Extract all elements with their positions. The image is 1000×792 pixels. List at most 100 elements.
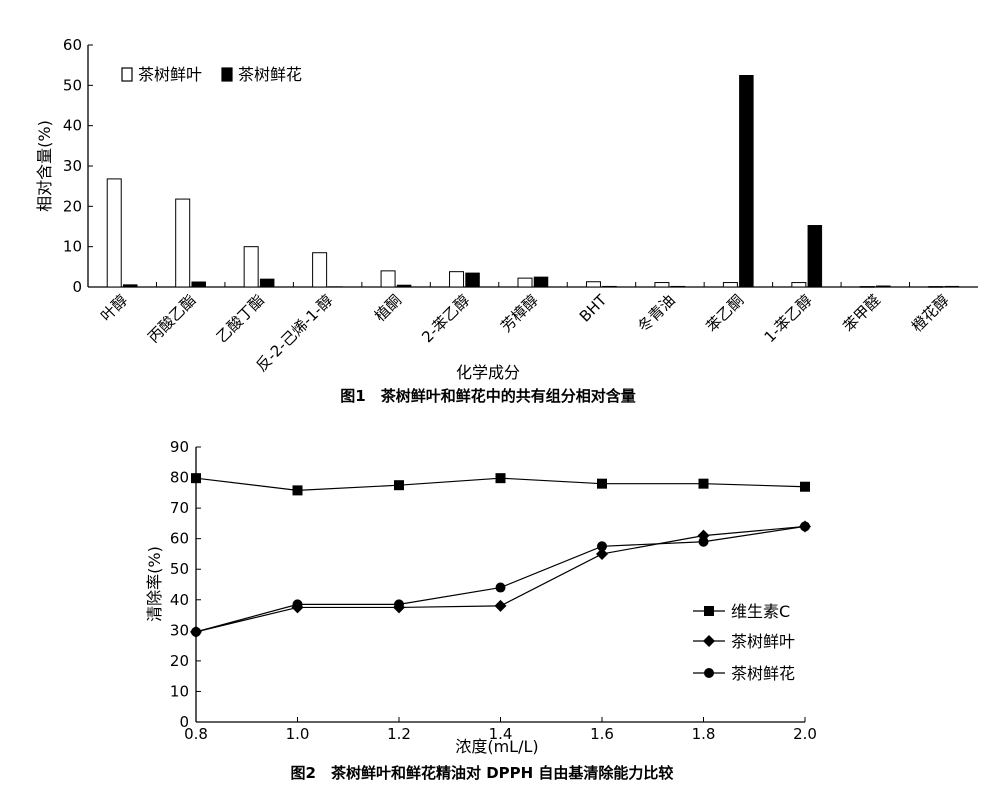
x-tick-label: 苯甲醛 — [840, 291, 885, 336]
x-tick-label: 植酮 — [371, 291, 405, 325]
series-line-diamond — [195, 525, 806, 633]
y-tick-label: 40 — [63, 117, 82, 135]
bar-flower — [533, 276, 549, 288]
data-point-circle — [292, 599, 303, 610]
bar-leaf — [175, 198, 191, 288]
x-tick-label: 0.8 — [184, 725, 208, 743]
y-tick-label: 30 — [63, 157, 82, 175]
bar-leaf — [449, 271, 465, 288]
bar-flower — [259, 278, 275, 288]
line-chart-lines — [190, 473, 811, 638]
bar-leaf — [928, 286, 944, 288]
data-point-square — [800, 481, 810, 492]
x-tick-label: 芳樟醇 — [497, 291, 542, 336]
data-point-square — [495, 473, 506, 484]
data-point-square — [292, 485, 303, 496]
bar-leaf — [380, 270, 396, 288]
bar-leaf — [517, 277, 533, 288]
bar-chart-y-axis-label: 相对含量(%) — [35, 120, 54, 212]
legend-swatch — [221, 67, 233, 82]
bar-chart-caption: 图1 茶树鲜叶和鲜花中的共有组分相对含量 — [340, 387, 635, 405]
x-tick-label: 丙酸乙酯 — [144, 291, 199, 346]
legend-label: 茶树鲜花 — [238, 65, 302, 84]
data-point-circle — [800, 521, 810, 532]
y-tick-label: 60 — [170, 530, 189, 548]
x-tick-label: 1.2 — [387, 725, 411, 743]
y-tick-label: 60 — [63, 36, 82, 54]
bar-flower — [328, 286, 343, 288]
bar-flower — [944, 285, 960, 288]
y-tick-label: 20 — [63, 197, 82, 215]
y-tick-label: 20 — [170, 652, 189, 670]
legend-label: 茶树鲜花 — [731, 664, 795, 683]
y-tick-label: 0 — [179, 713, 189, 731]
legend-marker-circle — [704, 668, 714, 678]
legend-label: 茶树鲜叶 — [138, 65, 202, 84]
bar-leaf — [791, 282, 807, 288]
bar-leaf — [106, 178, 122, 288]
bar-leaf — [585, 281, 601, 288]
x-tick-label: 2.0 — [793, 725, 817, 743]
bar-flower — [876, 285, 891, 288]
bar-flower — [465, 272, 480, 288]
bar-chart-x-axis-label: 化学成分 — [456, 363, 520, 382]
x-tick-label: 苯乙酮 — [703, 291, 748, 336]
data-point-square — [191, 473, 201, 484]
bar-chart-legend: 茶树鲜叶 茶树鲜花 — [121, 65, 302, 84]
x-tick-label: 1.8 — [692, 725, 716, 743]
bar-chart-bars — [106, 75, 960, 288]
y-tick-label: 0 — [72, 278, 82, 296]
bar-flower — [396, 284, 412, 288]
x-tick-label: 1.6 — [590, 725, 614, 743]
data-point-circle — [394, 599, 404, 610]
bar-leaf — [243, 246, 259, 288]
bar-leaf — [312, 252, 328, 288]
data-point-diamond — [596, 547, 608, 560]
bar-flower — [670, 285, 686, 288]
x-tick-label: 乙酸丁酯 — [213, 291, 268, 346]
line-chart-y-axis-label: 清除率(%) — [145, 546, 164, 622]
y-tick-label: 50 — [63, 76, 82, 94]
x-tick-label: 1.0 — [286, 725, 310, 743]
y-tick-label: 80 — [170, 469, 189, 487]
bar-flower — [122, 284, 138, 288]
y-tick-label: 30 — [170, 621, 189, 639]
y-tick-label: 50 — [170, 560, 189, 578]
bar-leaf — [722, 282, 738, 288]
bar-leaf — [654, 282, 670, 288]
bar-flower — [807, 225, 823, 288]
legend-marker-square — [704, 606, 714, 616]
data-point-diamond — [494, 599, 507, 612]
bar-flower — [191, 281, 206, 288]
x-tick-label: 橙花醇 — [908, 291, 953, 336]
legend-label: 茶树鲜叶 — [731, 632, 795, 651]
data-point-square — [394, 480, 404, 491]
x-tick-label: 1.4 — [489, 725, 513, 743]
x-tick-label: 叶醇 — [97, 291, 131, 325]
y-tick-label: 70 — [170, 499, 189, 517]
x-tick-label: 2-苯乙醇 — [418, 291, 473, 346]
x-tick-label: 冬青油 — [634, 291, 679, 336]
series-line-circle — [195, 525, 806, 633]
line-chart-caption: 图2 茶树鲜叶和鲜花精油对 DPPH 自由基清除能力比较 — [291, 764, 674, 782]
line-chart-x-axis-label: 浓度(mL/L) — [455, 737, 538, 756]
data-point-circle — [191, 626, 201, 637]
x-tick-label: BHT — [576, 291, 611, 326]
y-tick-label: 10 — [63, 238, 82, 256]
y-tick-label: 10 — [170, 682, 189, 700]
data-point-circle — [495, 582, 506, 593]
bar-flower — [739, 75, 754, 288]
y-tick-label: 40 — [170, 591, 189, 609]
y-tick-label: 90 — [170, 438, 189, 456]
legend-marker-diamond — [703, 635, 715, 647]
line-chart-ticks: 0 10 20 30 40 50 60 70 80 90 0.8 1.0 1.2 1.4 1.6 1.8 2.0 — [170, 438, 817, 743]
bar-flower — [602, 285, 617, 288]
legend-swatch — [121, 67, 133, 82]
x-tick-label: 1-苯乙醇 — [761, 291, 816, 346]
data-point-square — [698, 478, 709, 489]
bar-leaf — [859, 286, 875, 288]
data-point-circle — [698, 536, 709, 547]
